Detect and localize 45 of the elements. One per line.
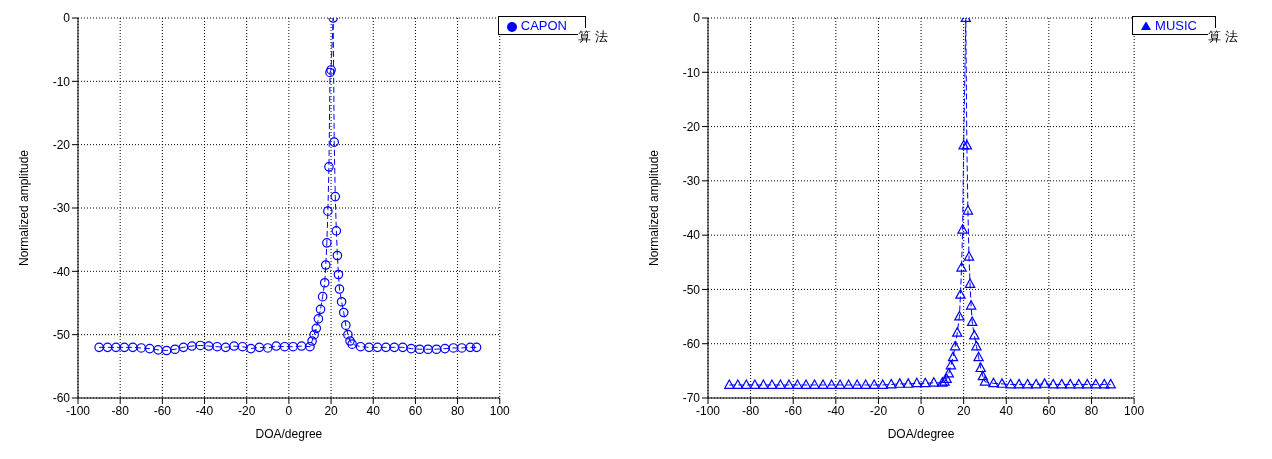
x-tick-label: 80 xyxy=(450,403,465,418)
x-tick-label: -20 xyxy=(869,403,888,418)
y-axis-title: Normalized amplitude xyxy=(647,149,662,267)
x-tick-label: 80 xyxy=(1084,403,1099,418)
x-tick-label: 60 xyxy=(408,403,423,418)
y-tick-label: 0 xyxy=(693,11,701,26)
x-tick-label: -100 xyxy=(695,403,721,418)
y-axis-title: Normalized amplitude xyxy=(17,149,32,267)
x-tick-label: 0 xyxy=(285,403,293,418)
y-tick-label: -50 xyxy=(52,327,71,342)
y-tick-label: -40 xyxy=(52,264,71,279)
x-tick-label: 100 xyxy=(489,403,511,418)
legend-label: MUSIC xyxy=(1155,18,1197,33)
y-tick-label: -10 xyxy=(682,65,701,80)
x-tick-label: -80 xyxy=(741,403,760,418)
y-tick-label: -20 xyxy=(52,137,71,152)
legend-label: CAPON xyxy=(520,18,567,33)
y-tick-label: -60 xyxy=(682,336,701,351)
x-tick-label: 20 xyxy=(324,403,339,418)
x-tick-label: -60 xyxy=(784,403,803,418)
x-tick-label: 40 xyxy=(999,403,1014,418)
y-tick-label: -30 xyxy=(682,174,701,189)
y-tick-label: -50 xyxy=(682,282,701,297)
y-tick-label: 0 xyxy=(63,11,71,26)
x-tick-label: -80 xyxy=(111,403,130,418)
y-tick-label: -20 xyxy=(682,119,701,134)
y-tick-label: -30 xyxy=(52,201,71,216)
x-tick-label: 40 xyxy=(366,403,381,418)
y-tick-label: -70 xyxy=(682,391,701,406)
x-tick-label: 100 xyxy=(1124,403,1145,418)
x-tick-label: 0 xyxy=(917,403,925,418)
x-tick-label: -40 xyxy=(195,403,214,418)
x-tick-label: 60 xyxy=(1042,403,1056,418)
x-tick-label: -60 xyxy=(153,403,172,418)
text: 算法 xyxy=(578,28,612,46)
x-tick-label: -20 xyxy=(238,403,256,418)
y-tick-label: -40 xyxy=(682,228,701,243)
x-tick-label: -40 xyxy=(827,403,845,418)
x-tick-label: -100 xyxy=(65,403,91,418)
y-tick-label: -60 xyxy=(52,391,71,406)
text: 算法 xyxy=(1208,28,1242,46)
x-axis-title: DOA/degree xyxy=(255,427,323,441)
x-tick-label: 20 xyxy=(956,403,971,418)
x-axis-title: DOA/degree xyxy=(887,427,955,441)
y-tick-label: -10 xyxy=(52,74,71,89)
